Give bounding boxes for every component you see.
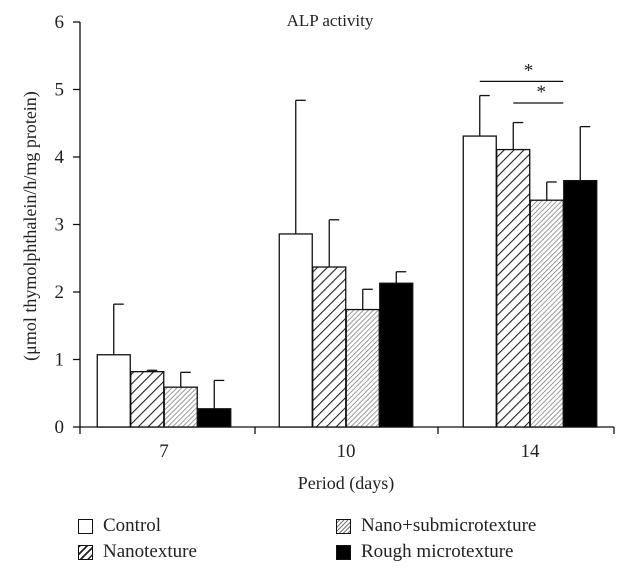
- legend-label-control: Control: [103, 515, 162, 536]
- x-tick-label: 7: [159, 441, 169, 462]
- legend-item-control: Control: [78, 515, 161, 537]
- legend-label-nano-submicrotexture: Nano+submicrotexture: [361, 515, 537, 536]
- legend-swatch-control: [78, 518, 93, 534]
- y-tick-label: 5: [55, 80, 65, 101]
- legend-item-nano-submicrotexture: Nano+submicrotexture: [336, 515, 536, 537]
- y-tick-label: 6: [55, 12, 65, 33]
- legend-swatch-nano-submicrotexture: [336, 518, 351, 534]
- bar: [130, 370, 165, 428]
- chart-title: ALP activity: [287, 11, 374, 30]
- y-tick-label: 2: [55, 282, 65, 303]
- x-tick-label: 14: [521, 441, 541, 462]
- y-axis-title: (μmol thymolphthalein/h/mg protein): [20, 91, 41, 361]
- bar: [379, 282, 414, 428]
- legend-label-rough-microtexture: Rough microtexture: [361, 541, 514, 562]
- bar: [312, 266, 347, 428]
- legend-label-nanotexture: Nanotexture: [103, 541, 197, 562]
- legend-item-rough-microtexture: Rough microtexture: [336, 541, 514, 563]
- x-axis-title: Period (days): [298, 473, 394, 494]
- bar: [345, 308, 380, 428]
- bar: [96, 354, 131, 428]
- bar: [163, 386, 198, 428]
- y-tick-label: 4: [55, 147, 65, 168]
- bar: [278, 233, 313, 428]
- x-tick-label: 10: [337, 441, 356, 462]
- significance-star: *: [524, 60, 534, 81]
- bar: [197, 408, 232, 428]
- bar: [529, 199, 564, 428]
- bar: [563, 179, 598, 428]
- legend-swatch-nanotexture: [78, 544, 93, 560]
- legend-item-nanotexture: Nanotexture: [78, 541, 197, 563]
- y-tick-label: 3: [55, 215, 65, 236]
- y-tick-label: 0: [55, 417, 65, 438]
- significance-star: *: [537, 82, 547, 103]
- bar: [462, 135, 497, 428]
- bar: [496, 148, 531, 428]
- legend-swatch-rough-microtexture: [336, 544, 351, 560]
- y-tick-label: 1: [55, 350, 65, 371]
